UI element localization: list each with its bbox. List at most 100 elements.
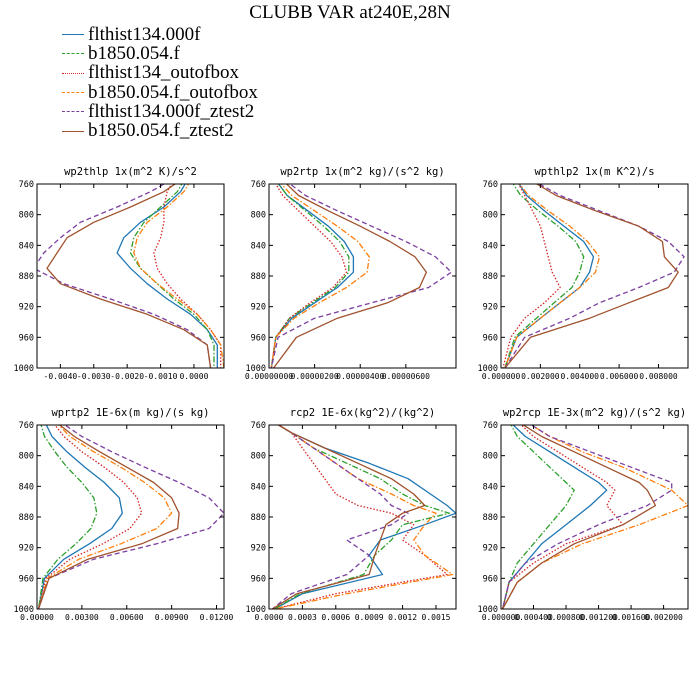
y-tick-label: 960 — [483, 333, 498, 343]
y-tick-label: 920 — [19, 303, 34, 313]
y-tick-label: 840 — [483, 241, 498, 251]
y-tick-label: 960 — [483, 574, 498, 584]
legend-label: b1850.054.f — [88, 42, 180, 64]
chart-panel: wpthlp2 1x(m K^2)/s 760 800 840 880 920 960 100… — [478, 166, 689, 381]
series-line — [37, 425, 224, 609]
series-line — [504, 184, 595, 368]
chart-title: wp2rtp 1x(m^2 kg)/(s^2 kg) — [280, 166, 444, 178]
x-tick-label: 0.01200 — [200, 613, 234, 622]
series-line — [153, 184, 222, 368]
legend: flthist134.000f b1850.054.f flthist134_o… — [62, 23, 258, 141]
chart-panel: rcp2 1E-6x(kg^2)/(kg^2) 760 800 840 880 920 96… — [246, 407, 457, 622]
y-tick-label: 920 — [19, 544, 34, 554]
chart-title: wp2rcp 1E-3x(m^2 kg)/(s^2 kg) — [503, 407, 686, 419]
x-tick-label: 0.000000 — [482, 613, 521, 622]
legend-entry: b1850.054.f_ztest2 — [62, 120, 258, 141]
series-line — [504, 184, 679, 368]
y-tick-label: 840 — [251, 241, 266, 251]
y-tick-label: 760 — [483, 180, 498, 190]
y-tick-label: 880 — [251, 272, 266, 282]
x-tick-label: 0.00000 — [20, 613, 54, 622]
y-tick-label: 920 — [483, 544, 498, 554]
series-line — [133, 184, 224, 368]
series-line — [504, 184, 585, 368]
legend-swatch — [62, 130, 84, 132]
legend-label: flthist134.000f — [88, 23, 201, 45]
series-line — [274, 425, 448, 609]
series-line — [270, 184, 348, 368]
legend-entry: b1850.054.f_outofbox — [62, 81, 258, 103]
y-tick-label: 880 — [19, 272, 34, 282]
series-line — [270, 184, 350, 368]
x-tick-label: 0.000000 — [482, 372, 521, 381]
y-tick-label: 920 — [483, 303, 498, 313]
chart-title: wp2thlp 1x(m^2 K)/s^2 — [64, 166, 197, 178]
legend-swatch — [62, 34, 84, 36]
series-line — [271, 425, 426, 609]
legend-label: b1850.054.f_outofbox — [88, 81, 258, 103]
x-tick-label: 0.00300 — [65, 613, 99, 622]
legend-entry: flthist134_outofbox — [62, 62, 258, 84]
y-tick-label: 880 — [251, 513, 266, 523]
y-tick-label: 960 — [251, 333, 266, 343]
y-tick-label: 1000 — [246, 364, 266, 374]
x-tick-label: 0.000800 — [547, 613, 586, 622]
y-tick-label: 760 — [251, 421, 266, 431]
series-line — [37, 184, 212, 368]
series-line — [271, 425, 409, 609]
series-line — [116, 184, 218, 368]
y-tick-label: 800 — [19, 211, 34, 221]
y-tick-label: 800 — [251, 452, 266, 462]
series-line — [129, 184, 215, 368]
chart-title: wprtp2 1E-6x(m kg)/(s kg) — [51, 407, 209, 419]
x-tick-label: 0.001200 — [579, 613, 618, 622]
legend-entry: flthist134.000f — [62, 23, 258, 45]
y-tick-label: 800 — [19, 452, 34, 462]
series-line — [270, 184, 355, 368]
x-tick-label: 0.00000400 — [336, 372, 384, 381]
series-line — [274, 425, 454, 609]
y-tick-label: 800 — [483, 211, 498, 221]
series-line — [37, 425, 98, 609]
series-line — [274, 425, 450, 609]
series-line — [501, 425, 575, 609]
series-line — [501, 425, 673, 609]
y-tick-label: 840 — [19, 482, 34, 492]
y-tick-label: 920 — [251, 303, 266, 313]
x-tick-label: 0.0003 — [288, 613, 317, 622]
chart-title: wpthlp2 1x(m K^2)/s — [534, 166, 654, 178]
x-tick-label: 0.0006 — [321, 613, 350, 622]
y-tick-label: 760 — [19, 421, 34, 431]
plot-frame — [36, 424, 225, 610]
x-tick-label: 0.0000 — [255, 613, 284, 622]
x-tick-label: 0.002000 — [521, 372, 560, 381]
y-tick-label: 840 — [251, 482, 266, 492]
y-tick-label: 840 — [19, 241, 34, 251]
y-tick-label: 920 — [251, 544, 266, 554]
x-tick-label: 0.0009 — [355, 613, 384, 622]
x-tick-label: 0.00000600 — [382, 372, 430, 381]
plot-frame — [36, 183, 225, 369]
series-line — [273, 184, 428, 368]
x-tick-label: -0.0030 — [77, 372, 111, 381]
legend-swatch — [62, 92, 84, 94]
chart-panel: wp2thlp 1x(m^2 K)/s^2 760 800 840 880 920 960 1… — [14, 166, 225, 381]
x-tick-label: 0.0000 — [179, 372, 208, 381]
legend-swatch — [62, 72, 84, 74]
y-tick-label: 760 — [483, 421, 498, 431]
y-tick-label: 760 — [19, 180, 34, 190]
chart-title: rcp2 1E-6x(kg^2)/(kg^2) — [290, 407, 435, 419]
x-tick-label: 0.00000200 — [291, 372, 339, 381]
chart-panel: wp2rcp 1E-3x(m^2 kg)/(s^2 kg) 760 800 840 88… — [478, 407, 689, 622]
y-tick-label: 1000 — [246, 605, 266, 615]
y-tick-label: 960 — [251, 574, 266, 584]
y-tick-label: 840 — [483, 482, 498, 492]
y-tick-label: 1000 — [14, 605, 34, 615]
legend-label: flthist134.000f_ztest2 — [88, 100, 255, 122]
x-tick-label: 0.000400 — [514, 613, 553, 622]
series-line — [37, 425, 143, 609]
x-tick-label: 0.00600 — [110, 613, 144, 622]
legend-label: flthist134_outofbox — [88, 62, 239, 84]
y-tick-label: 1000 — [14, 364, 34, 374]
